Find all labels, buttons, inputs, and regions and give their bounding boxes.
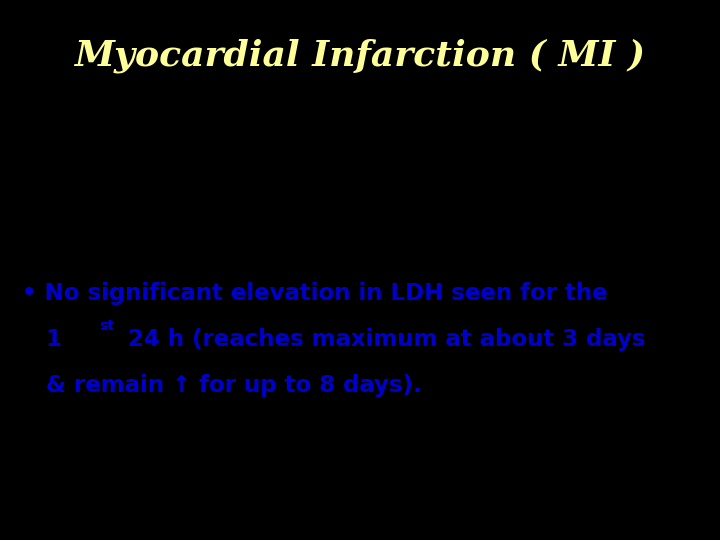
Text: Myocardial Infarction ( MI ): Myocardial Infarction ( MI ) [74,38,646,73]
Text: in 4-5 days.: in 4-5 days. [22,233,195,255]
Text: activity within 48 h) and returns to normal: activity within 48 h) and returns to nor… [22,187,596,210]
Text: • The enzyme is relatively non specific to: • The enzyme is relatively non specific … [22,422,554,445]
Text: 1: 1 [22,328,62,352]
Text: myocardial tissue.: myocardial tissue. [22,468,282,491]
Text: st: st [99,319,114,333]
Text: & remain ↑ for up to 8 days).: & remain ↑ for up to 8 days). [22,374,421,397]
Text: • Serum AST ↑ more slowly ( maximum: • Serum AST ↑ more slowly ( maximum [22,141,528,164]
Text: 24 h (reaches maximum at about 3 days: 24 h (reaches maximum at about 3 days [120,328,645,352]
Text: • No significant elevation in LDH seen for the: • No significant elevation in LDH seen f… [22,282,607,306]
